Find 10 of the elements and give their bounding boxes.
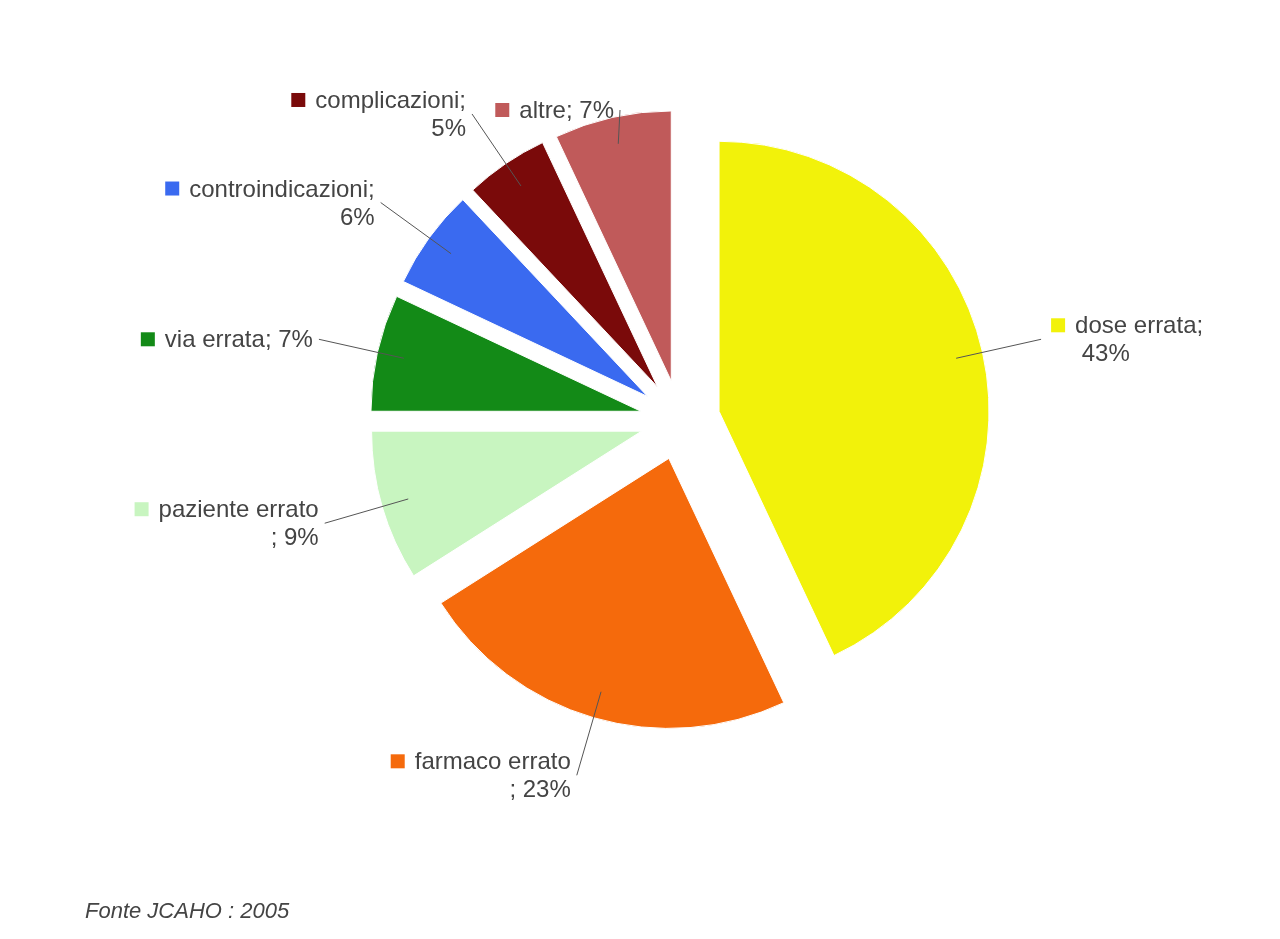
legend-label: farmaco errato <box>414 747 571 775</box>
legend-label: dose errata; 43% <box>1075 311 1204 367</box>
legend-label: controindicazioni; 6% <box>189 174 375 230</box>
legend-label: paziente errato <box>158 495 319 523</box>
legend-label: complicazioni; 5% <box>315 85 467 141</box>
legend-label: via errata; 7% <box>164 325 313 353</box>
source-note: Fonte JCAHO : 2005 <box>85 898 290 923</box>
legend-label: altre; 7% <box>519 96 614 123</box>
data-label: ; 9% <box>263 523 319 551</box>
data-label: ; 23% <box>502 775 571 803</box>
